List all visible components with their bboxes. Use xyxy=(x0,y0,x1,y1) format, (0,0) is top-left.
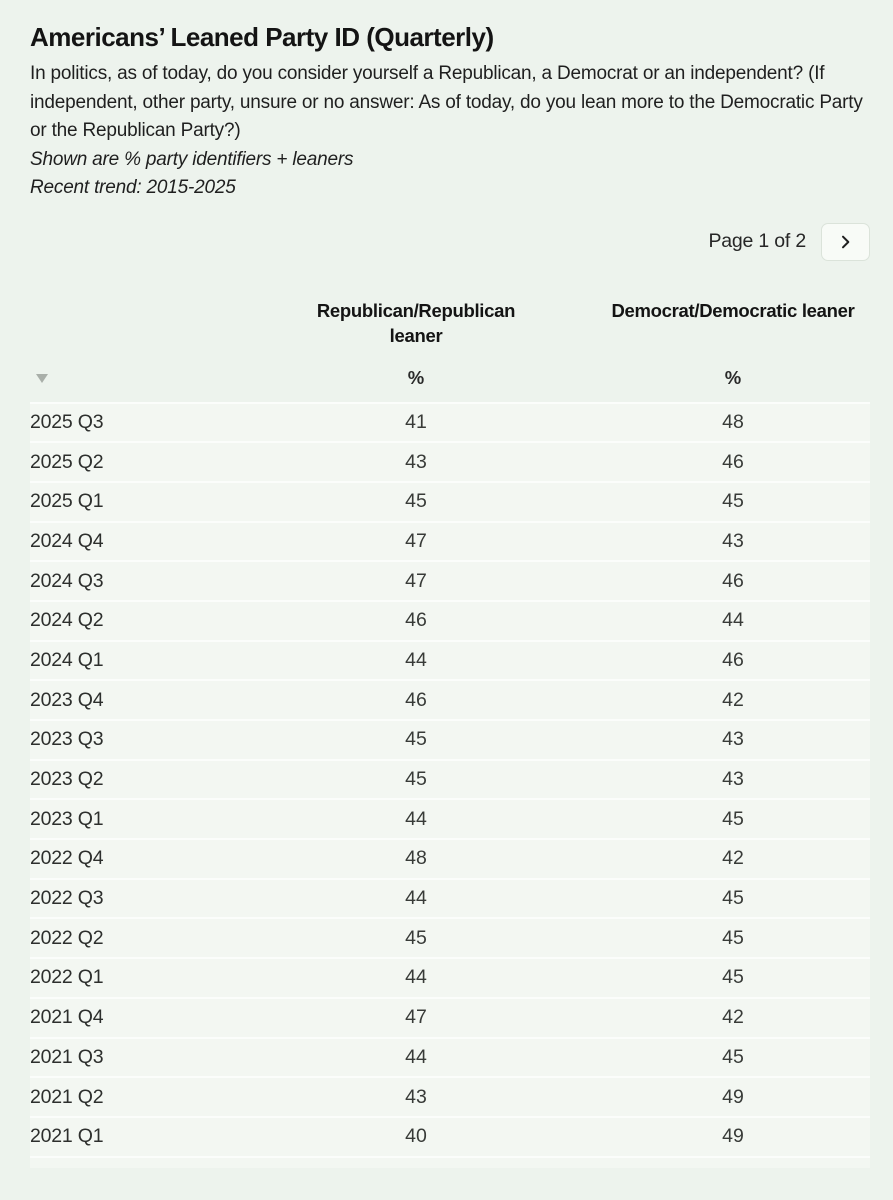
row-democrat-value: 46 xyxy=(722,569,744,592)
row-democrat-value: 43 xyxy=(722,529,744,552)
row-period-label: 2021 Q1 xyxy=(30,1125,104,1148)
row-democrat-value: 48 xyxy=(722,410,744,433)
row-republican-value: 45 xyxy=(405,768,427,791)
table-row: 2023 Q1 44 45 xyxy=(30,800,870,841)
row-period-label: 2025 Q2 xyxy=(30,450,104,473)
row-democrat-value: 45 xyxy=(722,1045,744,1068)
row-democrat-value: 46 xyxy=(722,450,744,473)
row-democrat-value: 49 xyxy=(722,1085,744,1108)
clipped-next-row xyxy=(30,1157,870,1168)
row-period-label: 2025 Q3 xyxy=(30,410,104,433)
unit-democrat: % xyxy=(724,366,742,388)
row-period-label: 2023 Q4 xyxy=(30,688,104,711)
row-democrat-value: 46 xyxy=(722,648,744,671)
pagination: Page 1 of 2 xyxy=(30,222,870,261)
row-period-label: 2022 Q4 xyxy=(30,847,104,870)
table-row: 2025 Q1 45 45 xyxy=(30,482,870,523)
row-republican-value: 41 xyxy=(405,410,427,433)
row-democrat-value: 45 xyxy=(722,926,744,949)
row-democrat-value: 45 xyxy=(722,490,744,513)
row-period-label: 2024 Q1 xyxy=(30,648,104,671)
table-row: 2024 Q2 46 44 xyxy=(30,601,870,642)
row-period-label: 2022 Q1 xyxy=(30,966,104,989)
row-period-label: 2021 Q2 xyxy=(30,1085,104,1108)
row-period-label: 2023 Q3 xyxy=(30,728,104,751)
row-period-label: 2022 Q3 xyxy=(30,887,104,910)
row-republican-value: 40 xyxy=(405,1125,427,1148)
table-row: 2024 Q3 47 46 xyxy=(30,562,870,602)
table-header: Republican/Republican leaner Democrat/De… xyxy=(30,298,870,404)
row-period-label: 2024 Q2 xyxy=(30,609,104,632)
row-democrat-value: 49 xyxy=(722,1125,744,1148)
row-democrat-value: 45 xyxy=(722,887,744,910)
data-table: Republican/Republican leaner Democrat/De… xyxy=(30,298,870,1168)
row-republican-value: 45 xyxy=(405,728,427,751)
table-row: 2022 Q3 44 45 xyxy=(30,879,870,920)
table-row: 2025 Q3 41 48 xyxy=(30,403,870,444)
table-row: 2021 Q1 40 49 xyxy=(30,1117,870,1158)
page-indicator: Page 1 of 2 xyxy=(708,230,806,252)
row-democrat-value: 43 xyxy=(722,768,744,791)
table-row: 2024 Q1 44 46 xyxy=(30,641,870,682)
note-trend: Recent trend: 2015-2025 xyxy=(30,176,236,198)
row-democrat-value: 45 xyxy=(722,807,744,830)
row-republican-value: 43 xyxy=(405,450,427,473)
row-republican-value: 48 xyxy=(405,847,427,870)
row-democrat-value: 45 xyxy=(722,966,744,989)
row-republican-value: 47 xyxy=(405,1006,427,1029)
table-row: 2024 Q4 47 43 xyxy=(30,522,870,563)
table-row: 2023 Q3 45 43 xyxy=(30,721,870,761)
row-republican-value: 47 xyxy=(405,569,427,592)
row-democrat-value: 42 xyxy=(722,1006,744,1029)
table-row: 2021 Q3 44 45 xyxy=(30,1038,870,1079)
row-republican-value: 46 xyxy=(405,688,427,711)
page-title: Americans’ Leaned Party ID (Quarterly) xyxy=(30,22,494,52)
table-row: 2022 Q1 44 45 xyxy=(30,959,870,999)
row-period-label: 2023 Q1 xyxy=(30,807,104,830)
note-shown: Shown are % party identifiers + leaners xyxy=(30,148,354,170)
unit-republican: % xyxy=(407,366,425,388)
row-republican-value: 43 xyxy=(405,1085,427,1108)
row-period-label: 2024 Q3 xyxy=(30,569,104,592)
row-republican-value: 45 xyxy=(405,926,427,949)
question-description: In politics, as of today, do you conside… xyxy=(30,63,863,141)
row-republican-value: 47 xyxy=(405,529,427,552)
row-republican-value: 45 xyxy=(405,490,427,513)
row-republican-value: 44 xyxy=(405,1045,427,1068)
row-democrat-value: 42 xyxy=(722,688,744,711)
row-republican-value: 46 xyxy=(405,609,427,632)
table-row: 2025 Q2 43 46 xyxy=(30,443,870,483)
row-period-label: 2024 Q4 xyxy=(30,529,104,552)
table-row: 2022 Q2 45 45 xyxy=(30,919,870,960)
table-row: 2022 Q4 48 42 xyxy=(30,840,870,880)
table-row: 2023 Q2 45 43 xyxy=(30,760,870,801)
row-period-label: 2021 Q3 xyxy=(30,1045,104,1068)
row-democrat-value: 42 xyxy=(722,847,744,870)
table-row: 2023 Q4 46 42 xyxy=(30,681,870,721)
row-republican-value: 44 xyxy=(405,887,427,910)
poll-table-widget: Americans’ Leaned Party ID (Quarterly) I… xyxy=(0,22,893,1168)
row-period-label: 2022 Q2 xyxy=(30,926,104,949)
row-republican-value: 44 xyxy=(405,648,427,671)
table-row: 2021 Q4 47 42 xyxy=(30,998,870,1039)
row-period-label: 2025 Q1 xyxy=(30,490,104,513)
column-header-democrat[interactable]: Democrat/Democratic leaner xyxy=(611,299,855,321)
row-democrat-value: 44 xyxy=(722,609,744,632)
table-row: 2021 Q2 43 49 xyxy=(30,1078,870,1118)
row-period-label: 2023 Q2 xyxy=(30,768,104,791)
chevron-right-icon xyxy=(838,234,853,250)
row-democrat-value: 43 xyxy=(722,728,744,751)
row-republican-value: 44 xyxy=(405,807,427,830)
triangle-down-icon[interactable] xyxy=(36,373,48,383)
row-period-label: 2021 Q4 xyxy=(30,1006,104,1029)
column-header-republican[interactable]: Republican/Republican leaner xyxy=(316,299,516,346)
next-page-button[interactable] xyxy=(821,222,870,261)
table-body: 2025 Q3 41 48 2025 Q2 43 46 2025 Q1 45 45 2024 Q4… xyxy=(30,403,870,1158)
row-republican-value: 44 xyxy=(405,966,427,989)
